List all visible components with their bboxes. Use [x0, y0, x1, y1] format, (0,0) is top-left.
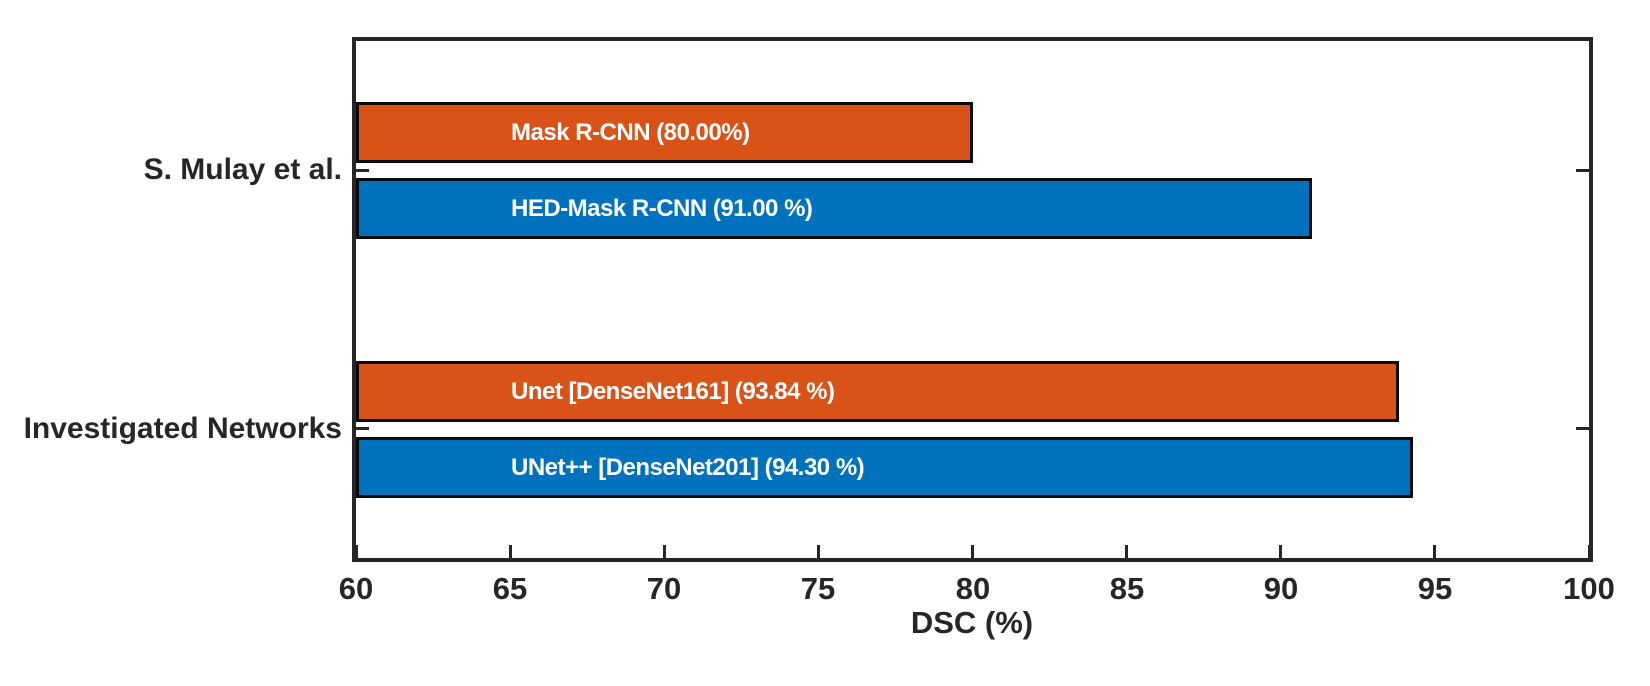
x-axis-tick-75 [817, 545, 820, 558]
bar-mask-rcnn: Mask R-CNN (80.00%) [356, 102, 973, 163]
bar-unet-densenet161: Unet [DenseNet161] (93.84 %) [356, 361, 1399, 422]
bar-label-hed-mask-rcnn: HED-Mask R-CNN (91.00 %) [511, 194, 813, 222]
category-label-investigated-networks: Investigated Networks [23, 412, 342, 445]
x-axis-title: DSC (%) [910, 605, 1034, 640]
x-tick-label-85: 85 [1109, 571, 1145, 606]
x-tick-label-80: 80 [955, 571, 991, 606]
bar-label-unetpp-densenet201: UNet++ [DenseNet201] (94.30 %) [511, 453, 865, 481]
bar-hed-mask-rcnn: HED-Mask R-CNN (91.00 %) [356, 178, 1312, 239]
x-axis-tick-100 [1588, 545, 1591, 558]
x-axis-tick-70 [663, 545, 666, 558]
x-tick-label-100: 100 [1563, 571, 1615, 606]
x-axis-tick-95 [1433, 545, 1436, 558]
y-axis-tick-right-group1 [1576, 169, 1589, 172]
x-tick-label-65: 65 [492, 571, 528, 606]
bar-unetpp-densenet201: UNet++ [DenseNet201] (94.30 %) [356, 437, 1413, 498]
x-tick-label-95: 95 [1417, 571, 1453, 606]
category-label-s-mulay-et-al: S. Mulay et al. [143, 153, 342, 186]
y-axis-tick-left-group2 [356, 427, 369, 430]
y-axis-tick-right-group2 [1576, 427, 1589, 430]
plot-area: Mask R-CNN (80.00%) HED-Mask R-CNN (91.0… [352, 37, 1593, 562]
x-axis-tick-85 [1125, 545, 1128, 558]
y-axis-tick-left-group1 [356, 169, 369, 172]
bar-label-mask-rcnn: Mask R-CNN (80.00%) [511, 118, 750, 146]
x-axis-tick-80 [971, 545, 974, 558]
x-tick-label-60: 60 [338, 571, 374, 606]
x-axis-tick-65 [509, 545, 512, 558]
x-tick-label-70: 70 [646, 571, 682, 606]
x-axis-tick-90 [1279, 545, 1282, 558]
bar-label-unet-densenet161: Unet [DenseNet161] (93.84 %) [511, 377, 835, 405]
x-axis-tick-60 [355, 545, 358, 558]
x-tick-label-75: 75 [800, 571, 836, 606]
x-tick-label-90: 90 [1263, 571, 1299, 606]
